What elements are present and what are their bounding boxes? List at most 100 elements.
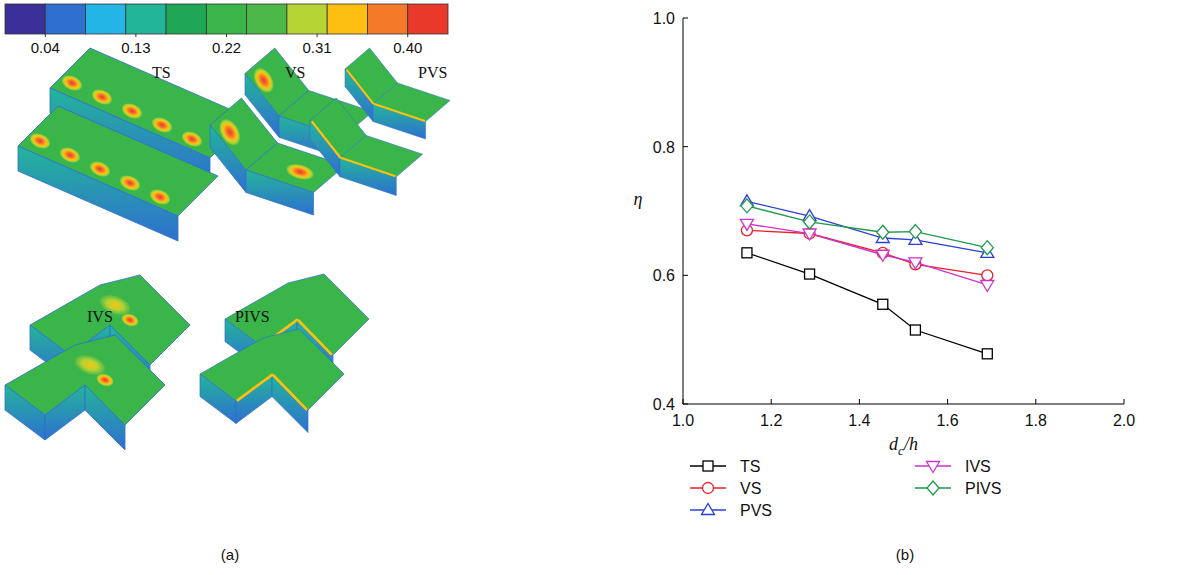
model-ts <box>18 48 250 241</box>
surface <box>85 385 125 450</box>
hot-spot <box>117 172 143 194</box>
hot-spot <box>284 161 316 182</box>
panel-caption: (a) <box>221 546 239 563</box>
x-tick <box>771 399 772 404</box>
hot-spot <box>119 311 140 328</box>
hot-spot <box>27 130 53 152</box>
panel-caption: (b) <box>896 546 914 563</box>
colorbar-segment <box>327 4 367 34</box>
model-label: IVS <box>87 308 113 325</box>
data-point <box>982 270 993 281</box>
hot-spot <box>59 72 85 94</box>
data-point <box>803 229 816 240</box>
plot-area <box>740 195 993 359</box>
hot-spot <box>147 186 173 208</box>
colorbar-segment <box>287 4 327 34</box>
model-vs <box>210 48 373 215</box>
x-tick-label: 2.0 <box>1113 412 1135 429</box>
series-line <box>747 201 987 252</box>
colorbar-segment <box>408 4 448 34</box>
data-point <box>910 325 920 335</box>
x-tick-label: 1.0 <box>672 412 694 429</box>
data-point <box>804 215 816 229</box>
y-tick-label: 1.0 <box>653 10 675 27</box>
hot-edge <box>274 376 306 409</box>
hot-spot <box>57 144 83 166</box>
colorbar-segment <box>247 4 287 34</box>
legend-marker <box>703 483 714 494</box>
colorbar-tick <box>407 34 408 37</box>
hot-spot <box>215 115 245 149</box>
hot-edge <box>374 104 424 121</box>
legend-label: PIVS <box>965 480 1001 497</box>
model-pvs <box>310 48 450 196</box>
x-tick-label: 1.4 <box>848 412 870 429</box>
x-tick <box>859 399 860 404</box>
x-tick <box>1124 399 1125 404</box>
surface <box>345 69 373 122</box>
hot-spot <box>94 371 115 388</box>
colorbar-segment <box>86 4 126 34</box>
data-point <box>742 248 752 258</box>
colorbar-segment <box>45 4 85 34</box>
surface <box>310 121 340 177</box>
data-point <box>910 259 921 270</box>
legend-marker <box>927 481 939 495</box>
y-axis <box>683 18 684 404</box>
x-tick-label: 1.2 <box>760 412 782 429</box>
hot-edge <box>238 375 272 400</box>
x-title-part: /h <box>903 434 918 454</box>
model-ivs <box>5 275 190 450</box>
series-line <box>747 253 987 354</box>
x-axis-title: dc/h <box>889 434 918 458</box>
model-pivs <box>200 274 369 433</box>
axes: 1.01.21.41.61.82.00.40.60.81.0ηdc/h <box>634 10 1136 458</box>
data-point <box>876 250 889 261</box>
series-ts <box>742 248 992 359</box>
hot-spot <box>87 158 113 180</box>
data-point <box>741 199 753 213</box>
surface <box>272 374 308 433</box>
colorbar-segment <box>166 4 206 34</box>
surface <box>200 374 236 424</box>
hot-edge <box>347 70 373 103</box>
series-line <box>747 230 987 275</box>
data-point <box>740 219 753 230</box>
series-pivs <box>741 199 993 255</box>
y-tick-label: 0.8 <box>653 139 675 156</box>
model-label: PVS <box>418 64 447 81</box>
colorbar-tick-label: 0.31 <box>303 39 332 56</box>
data-point <box>909 258 922 269</box>
data-point <box>877 225 889 239</box>
hot-edge <box>312 122 340 157</box>
series-line <box>747 224 987 285</box>
step <box>5 335 165 450</box>
y-tick-label: 0.4 <box>653 396 675 413</box>
hot-spot <box>250 64 278 96</box>
y-tick <box>683 146 688 147</box>
legend-label: TS <box>740 458 760 475</box>
data-point <box>878 299 888 309</box>
legend-label: PVS <box>740 502 772 519</box>
hot-spot <box>89 86 115 108</box>
legend: TSVSPVSIVSPIVS <box>690 458 1001 519</box>
data-point <box>909 225 921 239</box>
colorbar-tick <box>135 34 136 37</box>
data-point <box>805 269 815 279</box>
colorbar-tick-label: 0.40 <box>393 39 422 56</box>
hot-spot <box>119 100 145 122</box>
colorbar-tick <box>317 34 318 37</box>
x-axis <box>683 404 1124 405</box>
x-tick <box>947 399 948 404</box>
colorbar-tick-label: 0.04 <box>31 39 60 56</box>
colorbar-tick <box>226 34 227 37</box>
x-tick-label: 1.8 <box>1025 412 1047 429</box>
series-line <box>747 206 987 248</box>
data-point <box>981 241 993 255</box>
surface <box>18 146 178 241</box>
legend-marker <box>702 504 715 515</box>
model-label: TS <box>152 64 171 81</box>
y-tick <box>683 275 688 276</box>
surface <box>5 385 45 440</box>
surface <box>45 385 85 440</box>
